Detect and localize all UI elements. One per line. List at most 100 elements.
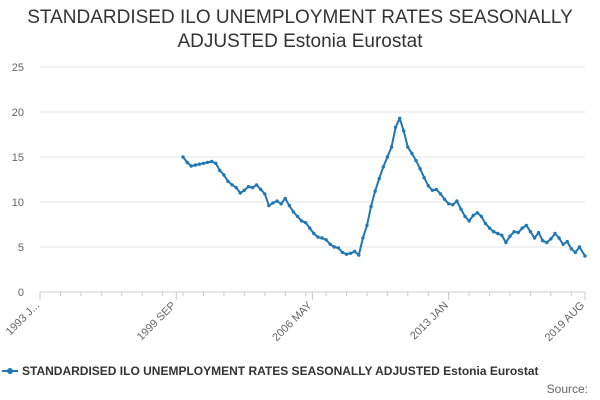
- legend-label: STANDARDISED ILO UNEMPLOYMENT RATES SEAS…: [22, 364, 539, 378]
- data-point: [242, 188, 247, 192]
- data-point: [459, 207, 463, 211]
- data-point: [483, 221, 488, 226]
- x-tick-label: 1993 J...: [4, 300, 42, 338]
- data-point: [230, 183, 234, 187]
- data-point: [381, 165, 386, 169]
- x-tick-label: 2019 AUG: [543, 300, 587, 344]
- data-point: [512, 230, 516, 234]
- series-line: [182, 117, 586, 257]
- data-point: [365, 223, 369, 228]
- data-point: [426, 184, 430, 188]
- data-point: [508, 234, 512, 238]
- data-point: [406, 145, 410, 149]
- x-tick-label: 2013 JAN: [408, 300, 451, 343]
- data-point: [393, 125, 398, 129]
- data-point: [385, 155, 390, 159]
- data-point: [577, 245, 582, 249]
- legend[interactable]: STANDARDISED ILO UNEMPLOYMENT RATES SEAS…: [2, 364, 539, 378]
- data-point: [209, 159, 214, 164]
- data-point: [389, 145, 394, 149]
- data-point: [402, 129, 406, 133]
- data-point: [316, 235, 320, 239]
- data-point: [238, 191, 242, 195]
- data-point: [287, 203, 292, 208]
- data-point: [352, 249, 357, 254]
- data-point: [246, 185, 251, 189]
- data-point: [471, 213, 475, 218]
- data-point: [218, 168, 222, 173]
- data-point: [320, 236, 324, 240]
- data-point: [491, 230, 496, 234]
- y-tick-label: 0: [18, 287, 24, 299]
- data-point: [561, 242, 565, 246]
- data-point: [344, 252, 349, 256]
- data-point: [442, 197, 447, 201]
- source-label: Source:: [546, 382, 588, 396]
- data-point: [540, 239, 545, 243]
- y-tick-label: 25: [12, 62, 24, 74]
- legend-swatch-icon: [2, 366, 18, 376]
- data-point: [332, 245, 336, 249]
- data-point: [222, 173, 226, 177]
- data-point: [520, 226, 524, 230]
- y-tick-label: 15: [12, 152, 24, 164]
- data-point: [410, 151, 414, 156]
- data-point: [185, 160, 189, 165]
- y-tick-label: 5: [18, 242, 24, 254]
- data-point: [545, 240, 549, 245]
- data-point: [565, 239, 569, 244]
- data-point: [516, 230, 520, 235]
- data-point: [295, 214, 300, 219]
- data-point: [446, 202, 451, 206]
- data-point: [193, 163, 198, 167]
- data-point: [250, 185, 255, 190]
- data-point: [496, 231, 500, 236]
- data-point: [373, 189, 377, 193]
- data-point: [532, 236, 537, 240]
- data-point: [573, 250, 578, 255]
- data-point: [291, 210, 296, 214]
- data-point: [504, 240, 508, 245]
- data-point: [422, 176, 426, 180]
- data-point: [475, 211, 480, 215]
- data-point: [455, 199, 459, 203]
- data-point: [205, 160, 210, 165]
- data-point: [279, 202, 283, 206]
- y-tick-label: 10: [12, 197, 24, 209]
- data-point: [369, 204, 373, 209]
- data-point: [583, 254, 587, 258]
- data-point: [299, 219, 304, 223]
- data-point: [487, 226, 492, 230]
- data-point: [536, 230, 541, 235]
- data-point: [324, 238, 328, 242]
- data-point: [528, 230, 533, 234]
- data-point: [414, 158, 418, 163]
- data-point: [275, 199, 279, 203]
- data-point: [348, 251, 353, 255]
- data-point: [451, 203, 455, 207]
- chart-title-line-2: ADJUSTED Estonia Eurostat: [177, 31, 423, 52]
- data-point: [361, 236, 365, 240]
- data-point: [377, 176, 381, 181]
- data-point: [308, 226, 312, 230]
- data-point: [569, 247, 574, 251]
- chart-title: STANDARDISED ILO UNEMPLOYMENT RATES SEAS…: [0, 6, 600, 54]
- data-point: [467, 219, 471, 223]
- data-point: [500, 233, 504, 237]
- data-point: [397, 116, 402, 121]
- data-point: [557, 236, 561, 240]
- data-point: [479, 214, 484, 219]
- data-point: [463, 214, 467, 219]
- data-point: [254, 183, 259, 187]
- data-point: [189, 164, 193, 168]
- data-point: [234, 185, 238, 190]
- data-point: [434, 187, 439, 192]
- data-point: [283, 196, 287, 201]
- data-point: [357, 253, 361, 257]
- data-point: [258, 187, 263, 192]
- x-tick-label: 2006 MAY: [270, 299, 315, 344]
- data-point: [336, 246, 341, 250]
- data-point: [303, 221, 308, 225]
- data-point: [181, 155, 185, 159]
